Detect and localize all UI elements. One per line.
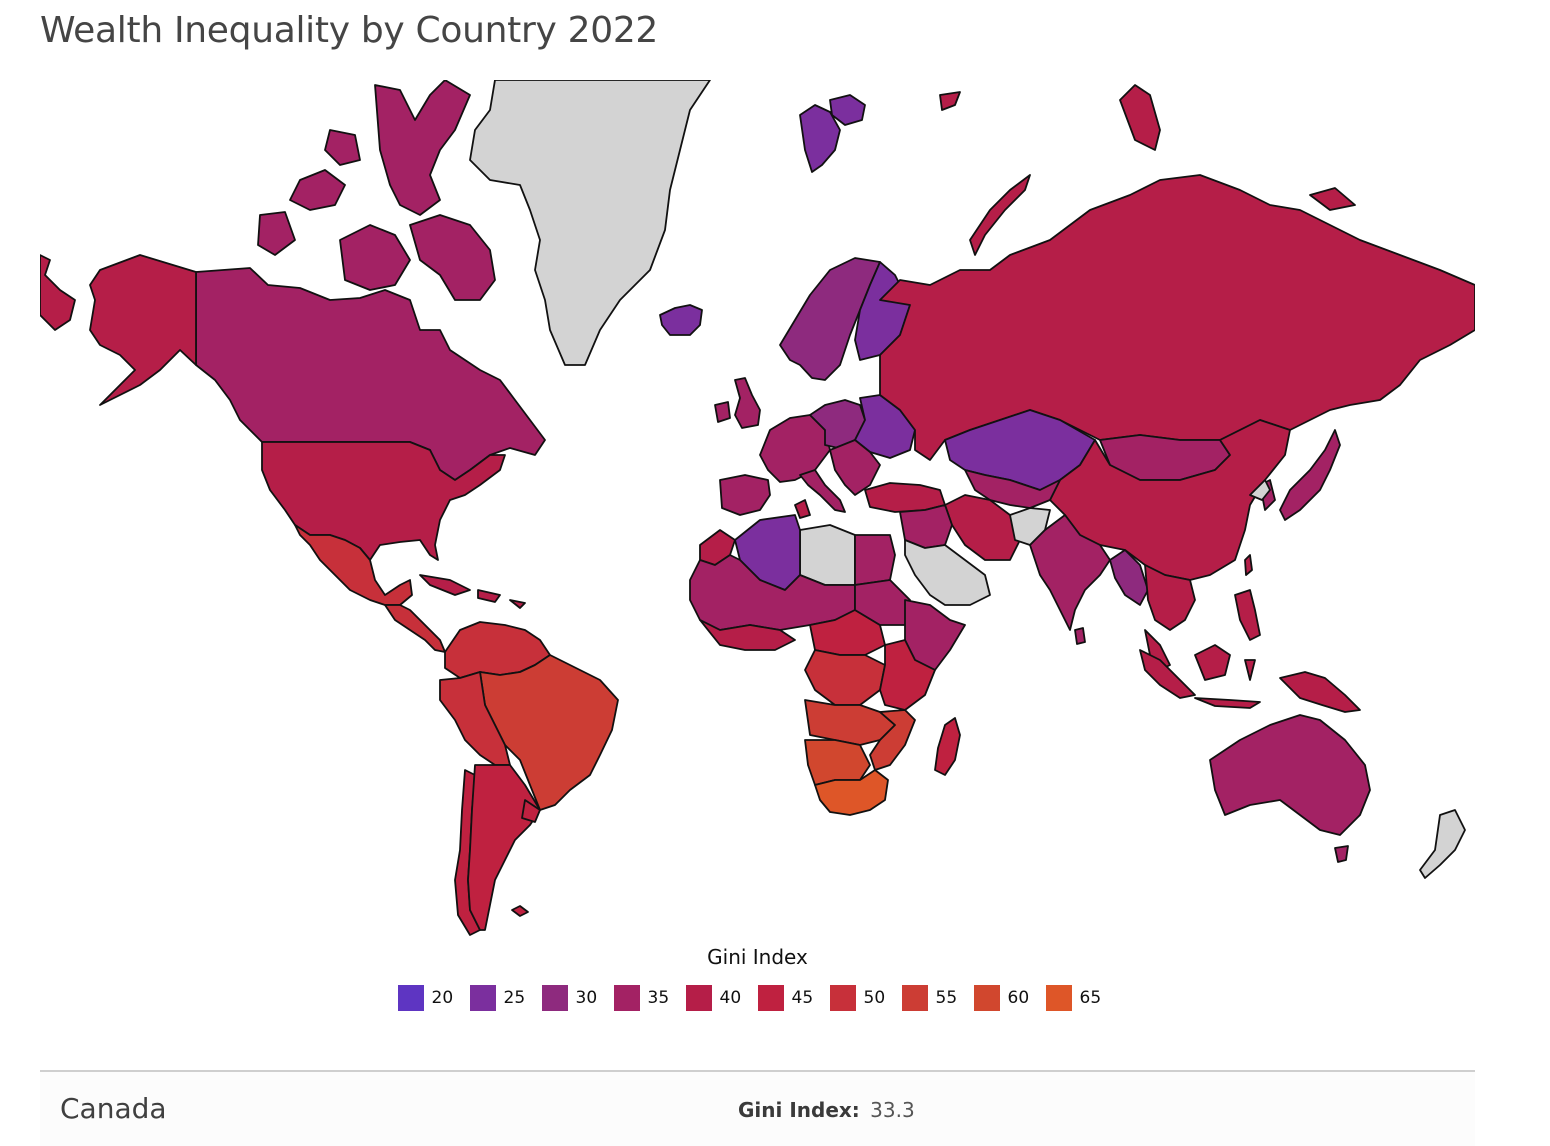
region-southeast-asia[interactable] bbox=[1144, 564, 1196, 671]
legend-label: 30 bbox=[575, 988, 598, 1008]
legend-label: 60 bbox=[1007, 988, 1030, 1008]
region-arabian-peninsula[interactable] bbox=[904, 539, 991, 606]
legend: Gini Index 20 25 30 35 40 45 50 55 60 65 bbox=[0, 945, 1515, 1011]
region-ireland[interactable] bbox=[714, 401, 731, 423]
region-russian-arctic-islands[interactable] bbox=[939, 84, 1356, 211]
legend-item[interactable]: 50 bbox=[829, 985, 902, 1011]
legend-label: 20 bbox=[431, 988, 454, 1008]
legend-item[interactable]: 55 bbox=[901, 985, 974, 1011]
region-sri-lanka[interactable] bbox=[1074, 627, 1086, 645]
region-russia[interactable] bbox=[879, 174, 1475, 461]
region-east-africa[interactable] bbox=[879, 639, 936, 711]
region-novaya-zemlya[interactable] bbox=[969, 174, 1031, 256]
region-madagascar[interactable] bbox=[934, 717, 961, 776]
stat-label: Gini Index: bbox=[738, 1098, 860, 1122]
region-australia[interactable] bbox=[1209, 714, 1371, 836]
region-gulf-of-guinea[interactable] bbox=[699, 619, 796, 651]
region-egypt[interactable] bbox=[854, 534, 896, 586]
region-myanmar[interactable] bbox=[1109, 549, 1149, 606]
legend-swatch bbox=[757, 985, 784, 1011]
legend-item[interactable]: 40 bbox=[685, 985, 758, 1011]
region-uruguay[interactable] bbox=[521, 799, 541, 823]
selected-country-stat: Gini Index: 33.3 bbox=[738, 1098, 915, 1122]
stat-value: 33.3 bbox=[870, 1098, 915, 1122]
region-libya[interactable] bbox=[799, 524, 856, 586]
chart-title: Wealth Inequality by Country 2022 bbox=[40, 10, 659, 51]
region-mozambique[interactable] bbox=[869, 709, 916, 771]
region-south-africa[interactable] bbox=[814, 769, 889, 816]
legend-items: 20 25 30 35 40 45 50 55 60 65 bbox=[0, 985, 1515, 1011]
legend-label: 55 bbox=[935, 988, 958, 1008]
map-countries bbox=[40, 80, 1475, 936]
region-north-korea[interactable] bbox=[1249, 479, 1271, 501]
region-mexico[interactable] bbox=[294, 524, 413, 606]
region-argentina[interactable] bbox=[467, 764, 541, 931]
legend-swatch bbox=[829, 985, 856, 1011]
region-congo-basin[interactable] bbox=[804, 649, 886, 706]
legend-item[interactable]: 45 bbox=[757, 985, 830, 1011]
region-indonesia[interactable] bbox=[1139, 644, 1261, 709]
world-map-svg bbox=[40, 80, 1475, 936]
region-papua-new-guinea[interactable] bbox=[1279, 671, 1361, 713]
region-balkans[interactable] bbox=[829, 439, 881, 496]
region-brazil[interactable] bbox=[479, 654, 619, 811]
region-namibia-botswana[interactable] bbox=[804, 739, 871, 786]
info-panel: Canada Gini Index: 33.3 bbox=[40, 1070, 1475, 1146]
world-map[interactable] bbox=[40, 80, 1475, 940]
legend-item[interactable]: 25 bbox=[469, 985, 542, 1011]
legend-swatch bbox=[901, 985, 928, 1011]
legend-label: 50 bbox=[863, 988, 886, 1008]
region-italy[interactable] bbox=[799, 469, 846, 513]
legend-item[interactable]: 65 bbox=[1045, 985, 1118, 1011]
legend-item[interactable]: 20 bbox=[397, 985, 470, 1011]
legend-label: 35 bbox=[647, 988, 670, 1008]
legend-swatch bbox=[1045, 985, 1072, 1011]
region-tasmania[interactable] bbox=[1334, 845, 1349, 863]
region-greenland[interactable] bbox=[469, 80, 711, 366]
legend-swatch bbox=[613, 985, 640, 1011]
legend-label: 45 bbox=[791, 988, 814, 1008]
region-central-america[interactable] bbox=[384, 604, 446, 653]
region-iran[interactable] bbox=[944, 494, 1021, 561]
region-svalbard[interactable] bbox=[799, 94, 866, 173]
legend-swatch bbox=[685, 985, 712, 1011]
region-united-kingdom[interactable] bbox=[734, 377, 761, 429]
legend-title: Gini Index bbox=[707, 945, 808, 969]
legend-label: 65 bbox=[1079, 988, 1102, 1008]
region-alaska[interactable] bbox=[40, 254, 197, 406]
legend-item[interactable]: 60 bbox=[973, 985, 1046, 1011]
region-new-zealand[interactable] bbox=[1419, 809, 1466, 879]
region-taiwan-philippines[interactable] bbox=[1234, 554, 1261, 641]
region-iberia[interactable] bbox=[719, 474, 771, 516]
legend-swatch bbox=[397, 985, 424, 1011]
legend-swatch bbox=[469, 985, 496, 1011]
legend-item[interactable]: 30 bbox=[541, 985, 614, 1011]
legend-item[interactable]: 35 bbox=[613, 985, 686, 1011]
region-central-asia[interactable] bbox=[964, 469, 1061, 509]
legend-label: 40 bbox=[719, 988, 742, 1008]
region-arctic-islands[interactable] bbox=[257, 80, 496, 301]
region-pakistan-india[interactable] bbox=[1029, 514, 1111, 631]
region-caribbean[interactable] bbox=[419, 574, 526, 609]
legend-swatch bbox=[973, 985, 1000, 1011]
legend-swatch bbox=[541, 985, 568, 1011]
region-falklands[interactable] bbox=[511, 905, 529, 917]
region-iceland[interactable] bbox=[659, 304, 703, 336]
selected-country-name: Canada bbox=[60, 1092, 167, 1125]
legend-label: 25 bbox=[503, 988, 526, 1008]
